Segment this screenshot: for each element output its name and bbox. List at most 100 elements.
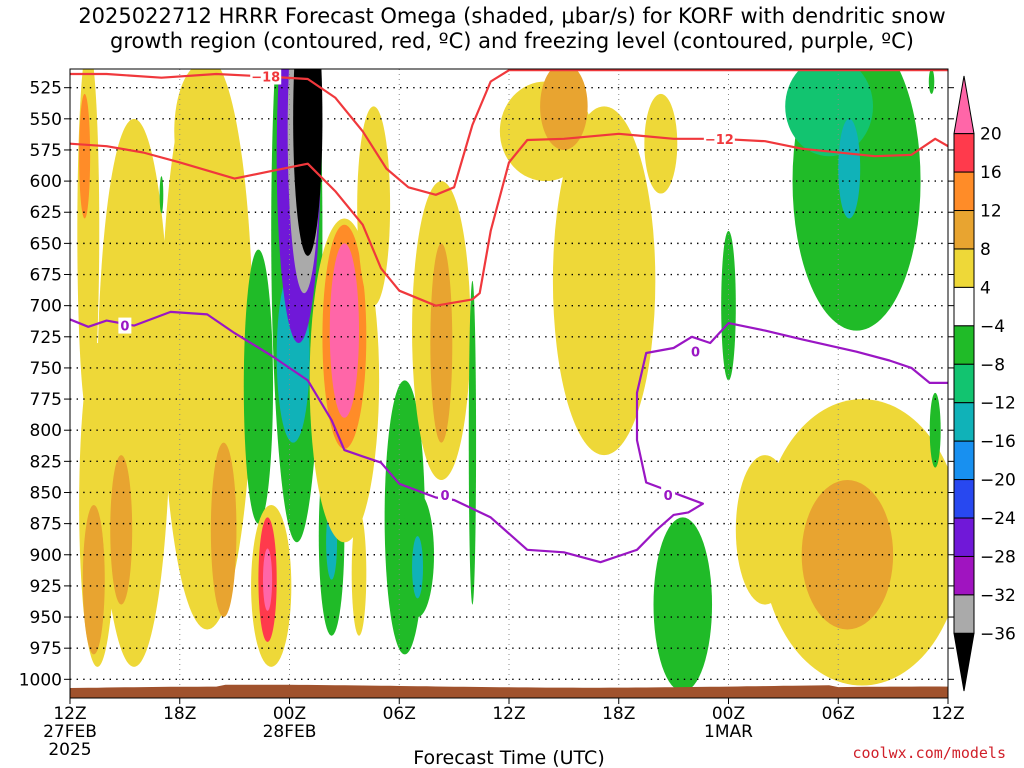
omega-region-36 bbox=[721, 230, 736, 381]
colorbar-swatch-1 bbox=[953, 133, 975, 173]
y-tick-label-875: 875 bbox=[30, 515, 62, 535]
colorbar-swatch-13 bbox=[953, 594, 975, 634]
x-year-label-0: 2025 bbox=[48, 740, 91, 760]
omega-region-44 bbox=[928, 69, 935, 94]
y-tick-label-725: 725 bbox=[30, 328, 62, 348]
colorbar-label-11: −28 bbox=[980, 547, 1016, 567]
colorbar-label-12: −32 bbox=[980, 586, 1016, 606]
omega-region-1 bbox=[79, 93, 91, 219]
omega-region-35 bbox=[653, 517, 713, 692]
omega-region-32 bbox=[552, 106, 656, 456]
omega-region-3 bbox=[82, 504, 105, 655]
x-axis-label: Forecast Time (UTC) bbox=[413, 747, 604, 768]
chart-title: 2025022712 HRRR Forecast Omega (shaded, … bbox=[0, 4, 1024, 54]
x-tick-label-2: 00Z bbox=[273, 704, 306, 724]
omega-region-38 bbox=[785, 69, 873, 157]
omega-region-42 bbox=[735, 455, 795, 605]
colorbar-label-10: −24 bbox=[980, 509, 1016, 529]
omega-region-30 bbox=[468, 280, 477, 605]
colorbar-label-13: −36 bbox=[980, 624, 1016, 644]
dgz-contour-label-bg-1 bbox=[703, 130, 735, 147]
colorbar-swatch-4 bbox=[953, 248, 975, 288]
y-axis: 525 550 575 600 625 650 675 700 725 750 775 800 825 8… bbox=[19, 79, 954, 690]
x-tick-label-6: 00Z bbox=[712, 704, 745, 724]
omega-region-23 bbox=[351, 511, 367, 636]
colorbar-swatch-6 bbox=[953, 325, 975, 365]
dgz-contour-label-bg-0 bbox=[250, 69, 282, 85]
y-tick-label-750: 750 bbox=[30, 359, 62, 379]
colorbar: 20 16 12 8 4 −4 −8 −12 −16 −20 −24 −28 −32 −36 bbox=[953, 75, 1016, 692]
colorbar-label-2: 12 bbox=[980, 202, 1002, 222]
omega-region-45 bbox=[159, 176, 164, 214]
x-tick-label-7: 06Z bbox=[822, 704, 855, 724]
x-tick-label-0: 12Z bbox=[53, 704, 86, 724]
y-tick-label-675: 675 bbox=[30, 266, 62, 286]
omega-region-5 bbox=[110, 455, 133, 605]
y-tick-label-975: 975 bbox=[30, 639, 62, 659]
colorbar-label-1: 16 bbox=[980, 163, 1002, 183]
y-tick-label-850: 850 bbox=[30, 483, 62, 503]
x-tick-label-4: 12Z bbox=[492, 704, 525, 724]
y-tick-label-600: 600 bbox=[30, 172, 62, 192]
y-tick-label-800: 800 bbox=[30, 421, 62, 441]
colorbar-swatch-3 bbox=[953, 210, 975, 250]
freezing-contour-label-0: 0 bbox=[120, 320, 129, 335]
omega-region-33 bbox=[540, 69, 588, 150]
omega-region-34 bbox=[644, 93, 678, 194]
colorbar-label-8: −16 bbox=[980, 432, 1016, 452]
grid-lines bbox=[70, 69, 948, 698]
ground-surface bbox=[70, 684, 948, 698]
omega-region-4 bbox=[97, 118, 171, 667]
omega-region-29 bbox=[430, 243, 453, 443]
freezing-extra-label-bg-2 bbox=[688, 343, 703, 360]
y-tick-label-825: 825 bbox=[30, 452, 62, 472]
y-tick-label-575: 575 bbox=[30, 141, 62, 161]
colorbar-swatch-0 bbox=[953, 75, 975, 135]
y-tick-label-950: 950 bbox=[30, 608, 62, 628]
freezing-extra-label-1: 0 bbox=[664, 489, 673, 504]
colorbar-swatch-10 bbox=[953, 479, 975, 519]
ground-fill bbox=[70, 684, 948, 698]
freezing-contour-0 bbox=[70, 310, 948, 564]
credit-text: coolwx.com/models bbox=[852, 744, 1006, 762]
colorbar-swatch-14 bbox=[953, 632, 975, 692]
colorbar-label-0: 20 bbox=[980, 125, 1002, 145]
freezing-extra-label-bg-1 bbox=[661, 486, 676, 503]
colorbar-label-4: 4 bbox=[980, 278, 991, 298]
omega-region-12 bbox=[262, 548, 273, 611]
dgz-contour-0 bbox=[70, 69, 948, 196]
colorbar-swatch-8 bbox=[953, 402, 975, 442]
freezing-contour-label-bg-0 bbox=[118, 317, 132, 334]
x-date-label-0: 27FEB bbox=[43, 722, 97, 742]
colorbar-swatch-7 bbox=[953, 363, 975, 404]
colorbar-label-5: −4 bbox=[980, 317, 1005, 337]
colorbar-label-6: −8 bbox=[980, 355, 1005, 375]
freezing-extra-label-2: 0 bbox=[691, 346, 700, 361]
dgz-contour-label-1: −12 bbox=[705, 133, 734, 148]
colorbar-label-3: 8 bbox=[980, 240, 991, 260]
chart-title-line2: growth region (contoured, red, ºC) and f… bbox=[110, 29, 914, 53]
omega-region-9 bbox=[243, 249, 274, 524]
y-tick-label-700: 700 bbox=[30, 297, 62, 317]
y-tick-label-625: 625 bbox=[30, 203, 62, 223]
x-tick-label-8: 12Z bbox=[931, 704, 964, 724]
omega-region-27 bbox=[412, 536, 424, 599]
colorbar-swatch-11 bbox=[953, 517, 975, 557]
x-tick-label-1: 18Z bbox=[163, 704, 196, 724]
chart-title-line1: 2025022712 HRRR Forecast Omega (shaded, … bbox=[78, 4, 946, 28]
omega-shading bbox=[77, 69, 948, 692]
y-tick-label-550: 550 bbox=[30, 110, 62, 130]
omega-region-24 bbox=[357, 106, 391, 306]
colorbar-label-9: −20 bbox=[980, 471, 1016, 491]
colorbar-label-7: −12 bbox=[980, 394, 1016, 414]
dgz-contour-label-0: −18 bbox=[251, 70, 280, 85]
omega-region-22 bbox=[329, 243, 360, 418]
dgz-contour-1 bbox=[70, 132, 948, 307]
y-tick-label-525: 525 bbox=[30, 79, 62, 99]
x-tick-label-3: 06Z bbox=[383, 704, 416, 724]
y-tick-label-900: 900 bbox=[30, 546, 62, 566]
omega-region-41 bbox=[801, 480, 894, 630]
omega-region-39 bbox=[838, 118, 861, 219]
